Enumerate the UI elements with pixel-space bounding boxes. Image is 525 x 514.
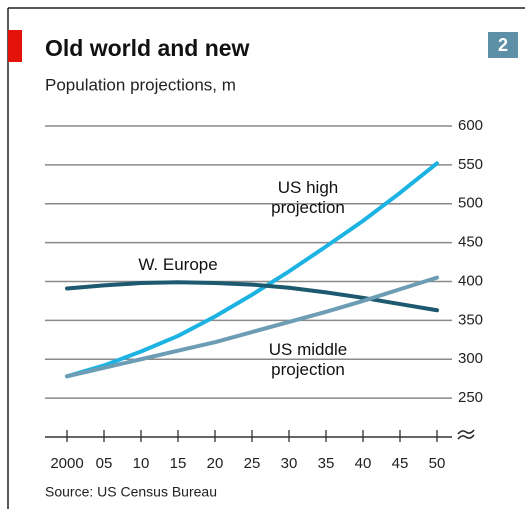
x-tick-label: 25: [244, 455, 261, 472]
chart-subtitle: Population projections, m: [45, 75, 236, 94]
y-tick-label: 400: [458, 272, 483, 289]
y-tick-label: 550: [458, 156, 483, 173]
axis-break: [457, 429, 475, 440]
series-line: [65, 275, 439, 379]
badge: 2: [498, 35, 508, 55]
x-tick-label: 10: [133, 455, 150, 472]
y-tick-label: 350: [458, 311, 483, 328]
x-tick-label: 35: [318, 455, 335, 472]
series-line: [65, 161, 439, 379]
x-tick-label: 50: [429, 455, 446, 472]
x-tick-label: 20: [207, 455, 224, 472]
badge-box: [488, 32, 518, 58]
y-tick-label: 250: [458, 389, 483, 406]
x-tick-label: 15: [170, 455, 187, 472]
series-line: [65, 280, 439, 313]
y-tick-label: 450: [458, 234, 483, 251]
x-tick-label: 2000: [50, 455, 83, 472]
source: Source: US Census Bureau: [45, 484, 217, 500]
x-tick-label: 45: [392, 455, 409, 472]
y-tick-label: 500: [458, 195, 483, 212]
series-label: US middle projection: [268, 340, 348, 379]
red-tab: [8, 30, 22, 62]
y-tick-label: 300: [458, 350, 483, 367]
series-label: US high projection: [271, 178, 345, 217]
y-tick-label: 600: [458, 117, 483, 134]
chart-title: Old world and new: [45, 35, 250, 61]
x-tick-label: 40: [355, 455, 372, 472]
x-tick-label: 05: [96, 455, 113, 472]
series-label: W. Europe: [138, 255, 218, 274]
x-tick-label: 30: [281, 455, 298, 472]
